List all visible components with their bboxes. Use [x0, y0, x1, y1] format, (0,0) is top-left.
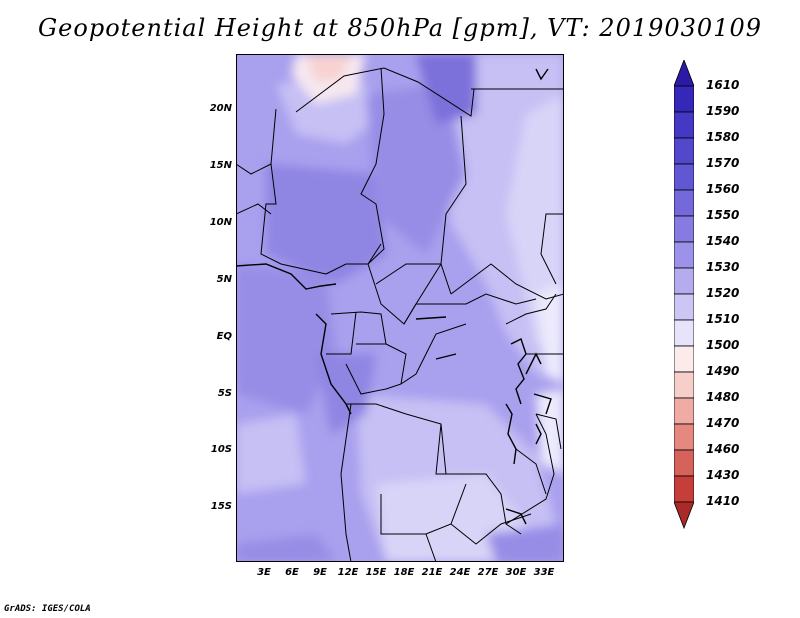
colorbar-box [674, 345, 694, 373]
colorbar-box [674, 319, 694, 347]
colorbar-tick-label: 1460 [706, 442, 740, 456]
lat-label: 15S [210, 501, 232, 512]
colorbar-tick-label: 1520 [706, 286, 740, 300]
colorbar [674, 60, 694, 530]
lon-label: 21E [421, 567, 443, 578]
colorbar-tick-label: 1580 [706, 130, 740, 144]
coastlines [236, 68, 552, 525]
colorbar-box [674, 137, 694, 165]
lat-label: 10S [210, 444, 232, 455]
colorbar-tick-label: 1510 [706, 312, 740, 326]
lat-label: 15N [209, 160, 232, 171]
colorbar-tick-label: 1530 [706, 260, 740, 274]
lat-label: 5N [216, 274, 232, 285]
colorbar-box [674, 267, 694, 295]
colorbar-box [674, 371, 694, 399]
colorbar-box [674, 111, 694, 139]
lon-label: 27E [477, 567, 499, 578]
colorbar-box [674, 293, 694, 321]
colorbar-tick-label: 1470 [706, 416, 740, 430]
colorbar-tick-label: 1500 [706, 338, 740, 352]
lon-label: 12E [337, 567, 359, 578]
colorbar-box [674, 397, 694, 425]
colorbar-box [674, 85, 694, 113]
country-borders [236, 67, 564, 562]
colorbar-bottom-arrow [674, 501, 694, 530]
lon-label: 6E [285, 567, 299, 578]
lon-label: 33E [533, 567, 555, 578]
chart-title: Geopotential Height at 850hPa [gpm], VT:… [38, 14, 762, 42]
colorbar-tick-label: 1560 [706, 182, 740, 196]
colorbar-box [674, 423, 694, 451]
lon-label: 30E [505, 567, 527, 578]
lat-label: 5S [217, 388, 232, 399]
colorbar-segments [674, 60, 694, 530]
lon-label: 3E [257, 567, 271, 578]
lat-label: 10N [209, 217, 232, 228]
colorbar-tick-label: 1410 [706, 494, 740, 508]
colorbar-tick-label: 1490 [706, 364, 740, 378]
colorbar-tick-label: 1590 [706, 104, 740, 118]
colorbar-tick-label: 1540 [706, 234, 740, 248]
height-field [236, 54, 564, 562]
colorbar-box [674, 215, 694, 243]
colorbar-box [674, 163, 694, 191]
footer-credit: GrADS: IGES/COLA [4, 604, 91, 614]
lon-label: 9E [313, 567, 327, 578]
map-frame [236, 54, 564, 562]
lat-label: EQ [216, 331, 232, 342]
map-plot [236, 54, 564, 562]
colorbar-tick-label: 1430 [706, 468, 740, 482]
colorbar-box [674, 241, 694, 269]
colorbar-box [674, 189, 694, 217]
colorbar-top-arrow [674, 60, 694, 87]
lon-label: 18E [393, 567, 415, 578]
colorbar-box [674, 475, 694, 503]
lat-label: 20N [209, 103, 232, 114]
colorbar-tick-label: 1610 [706, 78, 740, 92]
colorbar-tick-label: 1570 [706, 156, 740, 170]
colorbar-tick-label: 1480 [706, 390, 740, 404]
colorbar-tick-label: 1550 [706, 208, 740, 222]
lon-label: 24E [449, 567, 471, 578]
lon-label: 15E [365, 567, 387, 578]
colorbar-box [674, 449, 694, 477]
